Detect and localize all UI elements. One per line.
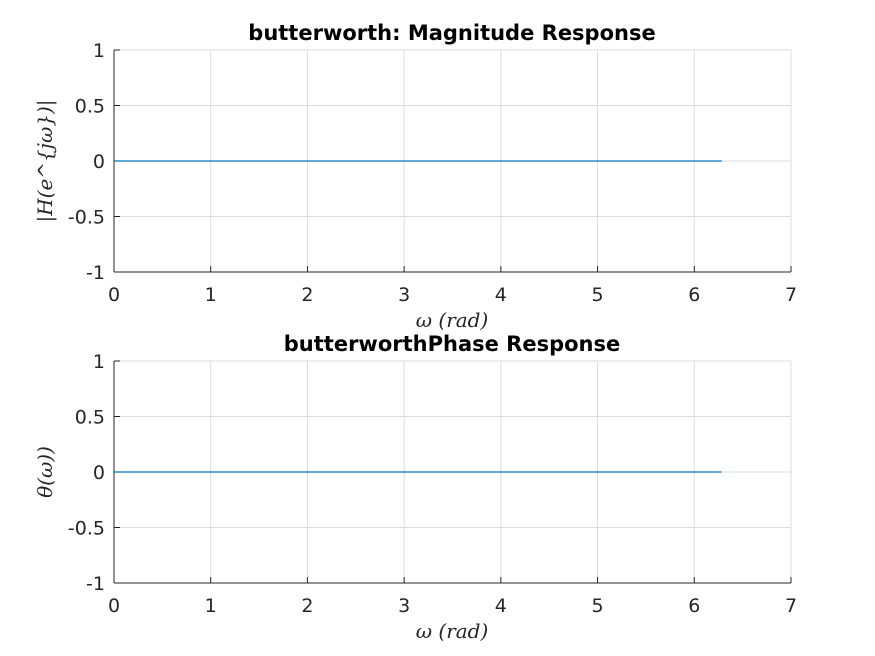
y-tick-label: 0 xyxy=(93,151,105,173)
x-tick-label: 2 xyxy=(301,284,313,306)
y-tick-label: -0.5 xyxy=(68,518,105,540)
x-tick-label: 0 xyxy=(108,284,120,306)
y-tick-label: 0.5 xyxy=(75,407,105,429)
x-axis-label: ω (rad) xyxy=(416,619,489,643)
x-tick-label: 2 xyxy=(301,595,313,617)
x-tick-label: 7 xyxy=(785,284,797,306)
phase-response-chart: butterworthPhase Response 0 1 2 3 4 5 6 7 -1 -0.5… xyxy=(33,332,797,643)
tick-labels: 0 1 2 3 4 5 6 7 -1 -0.5 0 0.5 1 xyxy=(68,351,797,617)
y-tick-label: -1 xyxy=(86,262,105,284)
y-tick-label: 1 xyxy=(93,40,105,62)
x-tick-label: 1 xyxy=(205,595,217,617)
x-tick-label: 3 xyxy=(398,284,410,306)
x-tick-label: 5 xyxy=(592,595,604,617)
x-tick-label: 6 xyxy=(688,595,700,617)
x-tick-label: 6 xyxy=(688,284,700,306)
x-tick-label: 0 xyxy=(108,595,120,617)
y-axis-label: θ(ω)) xyxy=(33,446,57,498)
chart-title: butterworth: Magnitude Response xyxy=(248,21,655,45)
y-tick-label: -0.5 xyxy=(68,207,105,229)
tick-labels: 0 1 2 3 4 5 6 7 -1 -0.5 0 0.5 1 xyxy=(68,40,797,306)
x-tick-label: 4 xyxy=(495,595,507,617)
y-axis-label: |H(e^{jω})| xyxy=(33,99,58,222)
x-tick-label: 3 xyxy=(398,595,410,617)
x-axis-label: ω (rad) xyxy=(416,308,489,332)
y-tick-label: 0 xyxy=(93,462,105,484)
y-tick-label: 0.5 xyxy=(75,96,105,118)
x-tick-label: 7 xyxy=(785,595,797,617)
chart-title: butterworthPhase Response xyxy=(284,332,620,356)
x-tick-label: 1 xyxy=(205,284,217,306)
x-tick-label: 4 xyxy=(495,284,507,306)
x-tick-label: 5 xyxy=(592,284,604,306)
y-tick-label: -1 xyxy=(86,573,105,595)
magnitude-response-chart: butterworth: Magnitude Response 0 1 2 3 4 5 6 7… xyxy=(33,21,797,332)
y-tick-label: 1 xyxy=(93,351,105,373)
